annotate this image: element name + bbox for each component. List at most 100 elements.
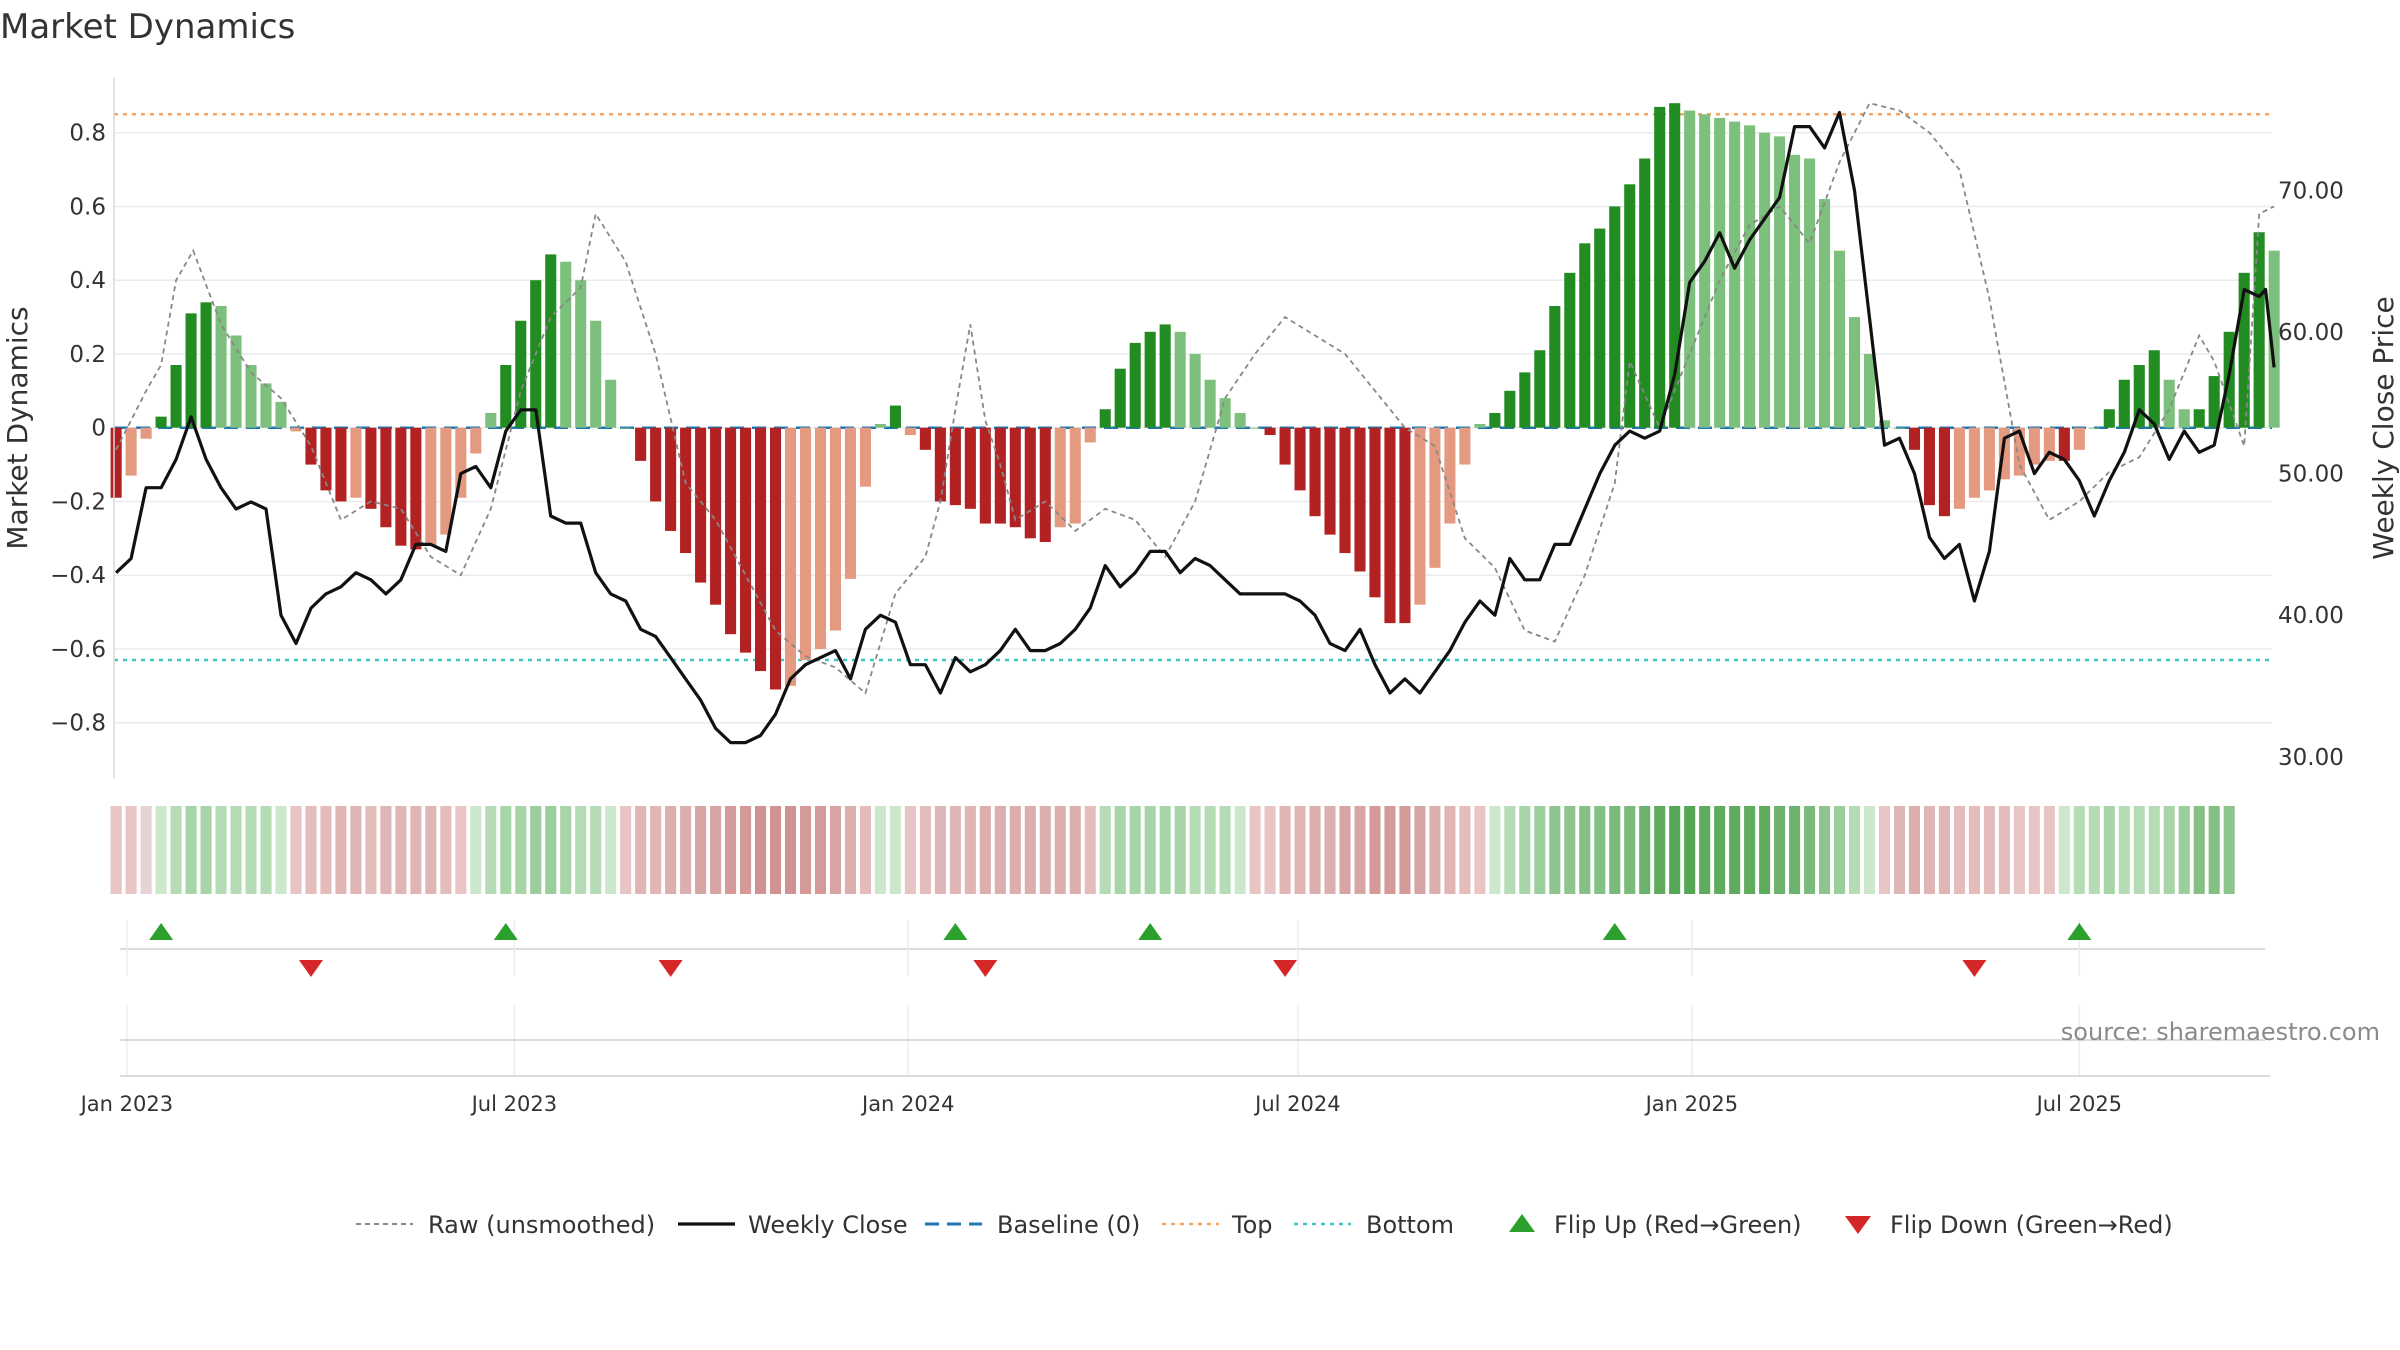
heat-strip-cell (1729, 806, 1741, 894)
dynamics-bar (620, 427, 632, 429)
heat-strip-cell (365, 806, 377, 894)
heat-strip-cell (1444, 806, 1456, 894)
heat-strip-cell (455, 806, 467, 894)
heat-strip-cell (964, 806, 976, 894)
heat-strip-cell (1789, 806, 1801, 894)
y-tick-label: 0.4 (69, 268, 106, 294)
regime-heat-strip (110, 806, 2235, 894)
legend-label: Raw (unsmoothed) (428, 1211, 655, 1239)
heat-strip-cell (1129, 806, 1141, 894)
heat-strip-cell (1429, 806, 1441, 894)
dynamics-bar (1684, 110, 1696, 428)
heat-strip-cell (560, 806, 572, 894)
heat-strip-cell (605, 806, 617, 894)
heat-strip-cell (769, 806, 782, 894)
dynamics-bar (2253, 232, 2265, 428)
y-tick-label: −0.6 (50, 637, 106, 663)
dynamics-bar (2208, 376, 2220, 428)
heat-strip-cell (1564, 806, 1576, 894)
heat-strip-cell (1624, 806, 1636, 894)
heat-strip-cell (2028, 806, 2040, 894)
y-axis-label: Market Dynamics (1, 306, 34, 549)
heat-strip-cell (170, 806, 182, 894)
dynamics-bar (1549, 306, 1561, 428)
heat-strip-cell (665, 806, 677, 894)
dynamics-bar (754, 427, 767, 672)
heat-strip-cell (680, 806, 692, 894)
dynamics-bar (1744, 125, 1756, 428)
dynamics-bar (1504, 390, 1516, 428)
dynamics-bar (1953, 427, 1965, 509)
dynamics-bar (1024, 427, 1036, 539)
dynamics-bar (1399, 427, 1411, 624)
heat-strip-cell (829, 806, 842, 894)
dynamics-bar (1174, 331, 1186, 428)
flip-down-marker (298, 960, 323, 977)
x-tick-label: Jan 2023 (79, 1092, 174, 1116)
dynamics-bar (380, 427, 392, 528)
heat-strip-cell (1714, 806, 1726, 894)
dynamics-bar (2088, 427, 2100, 429)
dynamics-bar (125, 427, 137, 476)
dynamics-bar (769, 427, 782, 690)
heat-strip-cell (1639, 806, 1651, 894)
dynamics-bar (1923, 427, 1936, 506)
heat-strip-cell (1609, 806, 1621, 894)
dynamics-bar (844, 427, 857, 579)
heat-strip-cell (1384, 806, 1396, 894)
flip-up-marker (2067, 923, 2092, 940)
dynamics-bar (1474, 424, 1486, 428)
dynamics-bar (1714, 117, 1726, 428)
heat-strip-cell (814, 806, 827, 894)
dynamics-bar (275, 401, 287, 428)
heat-strip-cell (395, 806, 407, 894)
dynamics-bar (2148, 350, 2160, 428)
heat-strip-cell (949, 806, 961, 894)
heat-strip-cell (1039, 806, 1051, 894)
heat-strip-cell (140, 806, 152, 894)
heat-strip-cell (1234, 806, 1246, 894)
heat-strip-cell (2073, 806, 2085, 894)
dynamics-bar (1279, 427, 1291, 465)
heat-strip-cell (1804, 806, 1816, 894)
heat-strip-cell (155, 806, 167, 894)
heat-strip-cell (1144, 806, 1156, 894)
dynamics-bar (1998, 427, 2010, 480)
dynamics-bar (1833, 250, 1846, 428)
dynamics-bar (1309, 427, 1321, 517)
dynamics-bar (2238, 272, 2250, 428)
x-tick-label: Jul 2024 (1253, 1092, 1340, 1116)
dynamics-bar (2163, 379, 2175, 428)
dynamics-bar (365, 427, 377, 509)
legend-label: Weekly Close (748, 1211, 908, 1239)
heat-strip-cell (485, 806, 497, 894)
heat-strip-cell (1594, 806, 1606, 894)
heat-strip-cell (1024, 806, 1036, 894)
heat-strip-cell (1399, 806, 1411, 894)
heat-strip-cell (1219, 806, 1231, 894)
dynamics-bar (1908, 427, 1921, 450)
dynamics-bar (635, 427, 647, 461)
heat-strip-cell (1774, 806, 1786, 894)
heat-strip-cell (2118, 806, 2130, 894)
y2-tick-label: 60.00 (2278, 320, 2344, 346)
heat-strip-cell (725, 806, 737, 894)
dynamics-bar (1204, 379, 1216, 428)
line-series (115, 102, 2276, 745)
heat-strip-cell (1354, 806, 1366, 894)
axes: −0.8 −0.6 −0.4 −0.2 0 0.2 0.4 0.6 0.8 30.00 40.00 5… (50, 78, 2344, 778)
dynamics-bar (290, 427, 302, 432)
heat-strip-cell (1339, 806, 1351, 894)
dynamics-bar (1354, 427, 1366, 572)
heat-strip-cell (1309, 806, 1321, 894)
dynamics-bar (1144, 331, 1156, 428)
heat-strip-cell (260, 806, 272, 894)
heat-strip-cell (1324, 806, 1336, 894)
y-tick-label: −0.4 (50, 563, 106, 589)
heat-strip-cell (1938, 806, 1950, 894)
heat-strip-cell (1294, 806, 1306, 894)
heat-strip-cell (275, 806, 287, 894)
y2-tick-label: 50.00 (2278, 462, 2344, 488)
heat-strip-cell (979, 806, 991, 894)
